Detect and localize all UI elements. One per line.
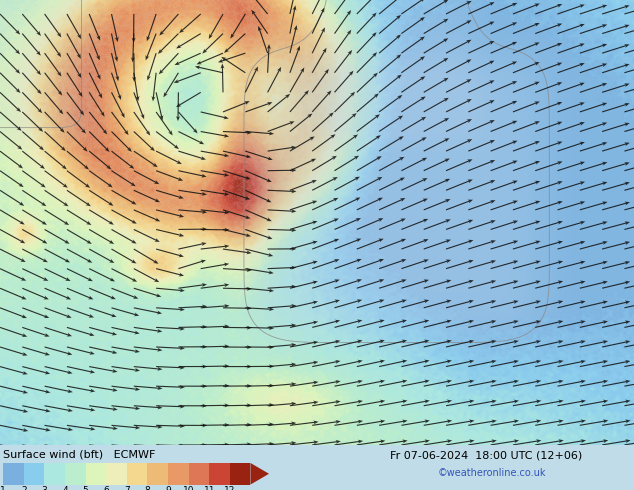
FancyBboxPatch shape (65, 463, 86, 485)
FancyBboxPatch shape (44, 463, 65, 485)
FancyBboxPatch shape (230, 463, 250, 485)
Text: Fr 07-06-2024  18:00 UTC (12+06): Fr 07-06-2024 18:00 UTC (12+06) (390, 450, 582, 460)
FancyBboxPatch shape (107, 463, 127, 485)
Polygon shape (250, 463, 269, 485)
Text: Surface wind (bft)   ECMWF: Surface wind (bft) ECMWF (3, 449, 155, 460)
FancyBboxPatch shape (24, 463, 44, 485)
Text: 2: 2 (21, 487, 27, 490)
Text: 4: 4 (62, 487, 68, 490)
Text: ©weatheronline.co.uk: ©weatheronline.co.uk (437, 468, 546, 478)
FancyBboxPatch shape (189, 463, 209, 485)
FancyBboxPatch shape (209, 463, 230, 485)
Text: 11: 11 (204, 487, 215, 490)
Text: 3: 3 (41, 487, 48, 490)
Text: 9: 9 (165, 487, 171, 490)
Text: 5: 5 (82, 487, 89, 490)
FancyBboxPatch shape (127, 463, 147, 485)
Text: 6: 6 (103, 487, 109, 490)
Text: 10: 10 (183, 487, 195, 490)
Text: 1: 1 (0, 487, 6, 490)
Text: 8: 8 (145, 487, 150, 490)
FancyBboxPatch shape (3, 463, 24, 485)
FancyBboxPatch shape (86, 463, 107, 485)
FancyBboxPatch shape (168, 463, 189, 485)
FancyBboxPatch shape (147, 463, 168, 485)
Text: 7: 7 (124, 487, 130, 490)
Text: 12: 12 (224, 487, 235, 490)
